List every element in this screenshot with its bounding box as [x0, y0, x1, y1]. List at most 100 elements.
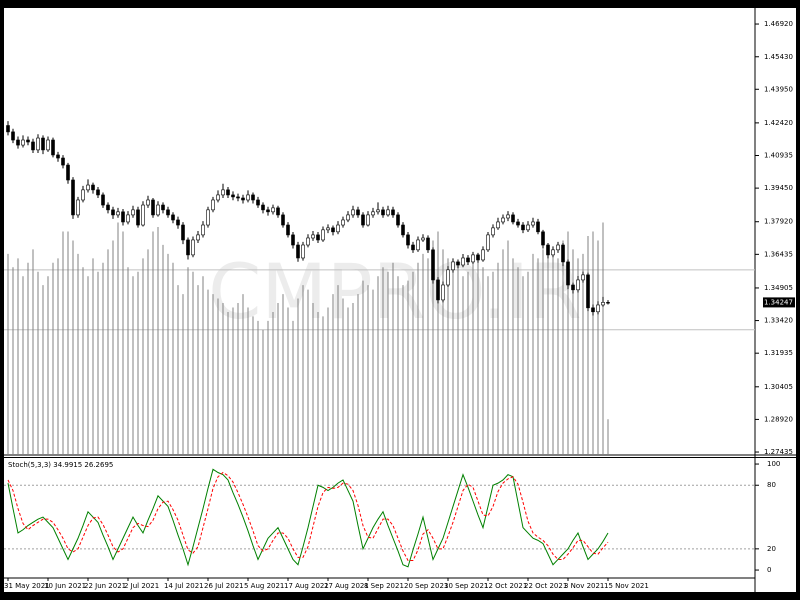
candle-body: [556, 244, 560, 251]
candle-body: [471, 254, 475, 263]
y-tick-label: 1.45430: [764, 53, 793, 61]
candle-body: [326, 227, 330, 231]
candle-body: [506, 214, 510, 219]
candle-body: [61, 157, 65, 166]
candle-body: [21, 139, 25, 146]
candle-body: [276, 207, 280, 216]
candle-body: [6, 125, 10, 133]
candle-body: [51, 139, 55, 156]
candle-body: [401, 224, 405, 236]
candle-body: [486, 234, 490, 251]
candle-body: [481, 249, 485, 261]
y-tick-label: 1.28920: [764, 415, 793, 423]
candle-body: [221, 189, 225, 196]
stoch-line: [7, 468, 609, 568]
candle-body: [531, 221, 535, 226]
candle-body: [191, 239, 195, 256]
candle-body: [336, 224, 340, 233]
candle-body: [121, 211, 125, 223]
candle-body: [41, 137, 45, 151]
candle-body: [26, 139, 30, 143]
y-tick-label: 80: [767, 481, 776, 489]
candle-body: [541, 231, 545, 246]
x-tick-label: 27 Aug 2021: [324, 582, 369, 590]
candle-body: [261, 204, 265, 211]
y-tick-label: 1.31935: [764, 349, 793, 357]
y-tick-label: 1.43950: [764, 85, 793, 93]
candle-body: [431, 249, 435, 281]
candle-body: [31, 141, 35, 151]
stoch-title: Stoch(5,3,3) 34.9915 26.2695: [8, 461, 113, 469]
x-tick-label: 15 Nov 2021: [604, 582, 649, 590]
stoch-line: [7, 471, 609, 562]
candle-body: [311, 234, 315, 239]
candle-body: [386, 209, 390, 216]
candle-body: [36, 137, 40, 151]
candle-body: [351, 209, 355, 216]
candle-body: [196, 234, 200, 241]
background: [4, 8, 796, 592]
candle-body: [231, 194, 235, 198]
x-tick-label: 26 Jul 2021: [204, 582, 244, 590]
candle-body: [166, 209, 170, 216]
candle-body: [81, 189, 85, 201]
candle-body: [561, 244, 565, 263]
x-tick-label: 14 Jul 2021: [164, 582, 204, 590]
candle-body: [321, 229, 325, 241]
candle-body: [391, 209, 395, 216]
candle-body: [581, 274, 585, 281]
candle-body: [141, 204, 145, 226]
candle-body: [516, 221, 520, 226]
candle-body: [56, 154, 60, 159]
candle-body: [591, 307, 595, 313]
x-tick-label: 8 Sep 2021: [364, 582, 404, 590]
candle-body: [316, 234, 320, 241]
candle-body: [146, 199, 150, 206]
y-tick-label: 1.40935: [764, 151, 793, 159]
candle-body: [416, 239, 420, 251]
candle-body: [496, 221, 500, 229]
candle-body: [256, 199, 260, 206]
last-price-label: 1.34247: [764, 298, 793, 306]
candle-body: [171, 214, 175, 221]
candle-body: [226, 189, 230, 196]
candle-body: [266, 209, 270, 213]
candle-body: [76, 199, 80, 216]
y-tick-label: 1.39450: [764, 184, 793, 192]
candle-body: [511, 214, 515, 223]
candle-body: [271, 207, 275, 213]
y-tick-label: 1.27435: [764, 448, 793, 456]
candle-body: [536, 221, 540, 233]
candle-body: [576, 279, 580, 291]
y-tick-label: 0: [767, 566, 771, 574]
last-price-box: [763, 297, 795, 308]
candle-body: [91, 184, 95, 191]
candle-body: [106, 204, 110, 211]
candle-body: [286, 224, 290, 236]
candle-body: [66, 164, 70, 181]
y-tick-label: 1.46920: [764, 20, 793, 28]
candle-body: [96, 189, 100, 196]
x-tick-label: 17 Aug 2021: [284, 582, 329, 590]
candle-body: [156, 204, 160, 216]
y-tick-label: 1.30405: [764, 383, 793, 391]
candle-body: [331, 227, 335, 233]
candle-body: [441, 284, 445, 301]
candle-body: [366, 214, 370, 226]
candle-body: [571, 284, 575, 291]
x-tick-label: 12 Oct 2021: [484, 582, 527, 590]
candle-body: [161, 204, 165, 211]
candle-body: [586, 274, 590, 309]
x-tick-label: 10 Jun 2021: [44, 582, 86, 590]
candle-body: [11, 131, 15, 141]
candle-body: [341, 219, 345, 226]
candle-body: [601, 302, 605, 306]
candle-body: [241, 197, 245, 201]
candle-body: [361, 214, 365, 226]
candle-body: [151, 199, 155, 216]
candle-body: [446, 269, 450, 286]
candle-body: [201, 224, 205, 236]
candle-body: [126, 214, 130, 223]
